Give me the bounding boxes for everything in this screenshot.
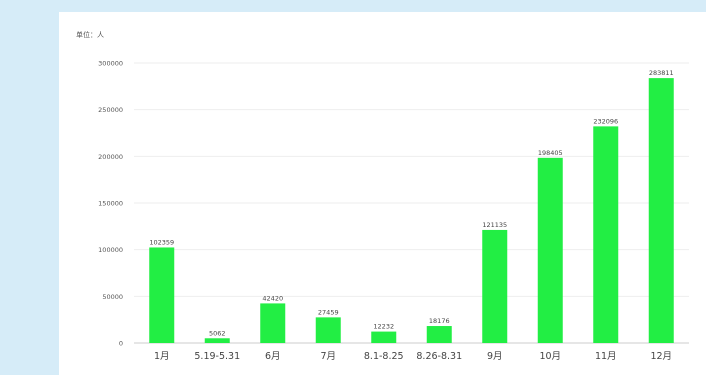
bar — [204, 338, 230, 343]
bar — [648, 78, 674, 343]
bars — [149, 78, 674, 343]
bar — [537, 157, 563, 343]
data-label: 12232 — [373, 323, 394, 331]
y-axis: 0 50000 100000 150000 200000 250000 300000 — [98, 60, 123, 348]
bar-chart: 单位：人 0 50000 100000 150000 200000 250000 30000… — [76, 30, 689, 362]
bar — [371, 331, 397, 343]
chart-card: 单位：人 0 50000 100000 150000 200000 250000 30000… — [59, 12, 706, 375]
y-tick-label: 0 — [119, 340, 123, 348]
x-tick-label: 1月 — [154, 351, 170, 362]
bar — [315, 317, 341, 343]
x-tick-label: 8.1-8.25 — [364, 351, 404, 362]
y-tick-label: 300000 — [98, 60, 123, 68]
x-tick-label: 9月 — [487, 351, 503, 362]
x-tick-label: 11月 — [595, 351, 617, 362]
bar — [260, 303, 286, 343]
x-tick-label: 5.19-5.31 — [194, 351, 240, 362]
x-axis: 1月 5.19-5.31 6月 7月 8.1-8.25 8.26-8.31 9月 10月 11月… — [154, 351, 672, 362]
data-label: 232096 — [593, 117, 618, 125]
bar — [593, 126, 619, 343]
y-tick-label: 150000 — [98, 200, 123, 208]
data-label: 283811 — [649, 69, 674, 77]
data-label: 121135 — [482, 221, 507, 229]
data-label: 27459 — [318, 308, 339, 316]
y-tick-label: 100000 — [98, 246, 123, 254]
data-label: 198405 — [538, 149, 563, 157]
y-tick-label: 200000 — [98, 153, 123, 161]
x-tick-label: 10月 — [539, 351, 561, 362]
unit-label: 单位：人 — [76, 30, 104, 39]
bar — [426, 326, 452, 343]
x-tick-label: 7月 — [320, 351, 336, 362]
data-label: 5062 — [209, 329, 226, 337]
data-labels: 102359 5062 42420 27459 12232 18176 121135 1984… — [149, 69, 673, 337]
y-tick-label: 50000 — [102, 293, 123, 301]
x-tick-label: 8.26-8.31 — [416, 351, 462, 362]
bar — [482, 229, 508, 343]
grid-lines — [134, 62, 689, 344]
x-tick-label: 6月 — [265, 351, 281, 362]
data-label: 102359 — [149, 238, 174, 246]
bar — [149, 247, 175, 343]
y-tick-label: 250000 — [98, 106, 123, 114]
data-label: 42420 — [262, 294, 283, 302]
data-label: 18176 — [429, 317, 450, 325]
x-tick-label: 12月 — [650, 351, 672, 362]
